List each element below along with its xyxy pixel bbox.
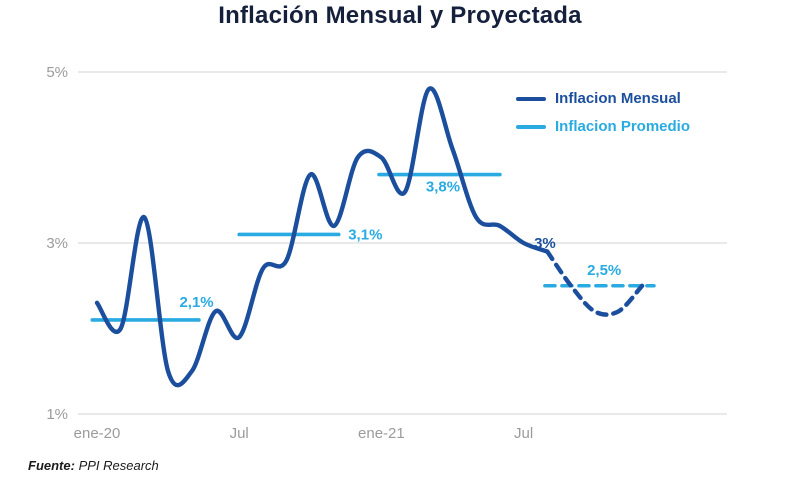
series-line-solid	[94, 86, 550, 388]
x-tick-label: Jul	[230, 425, 249, 442]
legend-label-promedio: Inflacion Promedio	[555, 118, 691, 135]
average-value-label: 2,1%	[179, 294, 213, 311]
source-text: PPI Research	[74, 458, 159, 473]
legend-item-inflacion-promedio: Inflacion Promedio	[516, 118, 690, 135]
y-tick-label: 1%	[46, 406, 68, 423]
average-value-label: 3,1%	[348, 226, 382, 243]
source-prefix: Fuente:	[28, 458, 75, 473]
series-line-projected	[545, 249, 645, 317]
source-note: Fuente: PPI Research	[28, 458, 159, 473]
x-tick-label: ene-20	[74, 425, 121, 442]
line-swatch-mensual-icon	[516, 96, 546, 101]
series-value-annotation: 3%	[534, 235, 556, 252]
legend-item-inflacion-mensual: Inflacion Mensual	[516, 90, 690, 107]
x-tick-label: Jul	[514, 425, 533, 442]
line-swatch-promedio-icon	[516, 124, 546, 129]
y-tick-label: 3%	[46, 235, 68, 252]
average-value-label: 2,5%	[587, 262, 621, 279]
x-tick-label: ene-21	[358, 425, 405, 442]
chart-title: Inflación Mensual y Proyectada	[218, 2, 582, 29]
y-tick-label: 5%	[46, 64, 68, 81]
average-value-label: 3,8%	[426, 179, 460, 196]
legend-label-mensual: Inflacion Mensual	[555, 90, 681, 107]
chart-legend: Inflacion Mensual Inflacion Promedio	[516, 90, 690, 135]
